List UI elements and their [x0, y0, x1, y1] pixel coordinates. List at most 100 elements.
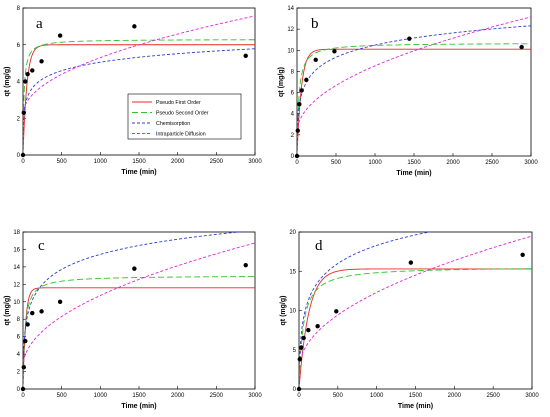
panel-letter: b	[311, 16, 319, 32]
series-line-elovich	[23, 232, 244, 389]
y-tick-label: 2	[291, 133, 295, 139]
chart-panel-a: 0 500 1000 1500 2000 2500 3000 0 2 4 6 8 Time (min) q…	[4, 6, 262, 176]
series-line-pso	[297, 43, 531, 156]
x-tick-label: 3000	[248, 159, 262, 165]
data-point	[297, 356, 302, 362]
y-tick-label: 0	[293, 387, 297, 393]
panel-letter: c	[38, 238, 45, 254]
y-tick-label: 15	[289, 269, 296, 275]
x-tick-label: 1500	[132, 393, 146, 399]
data-point	[299, 88, 304, 93]
data-point	[301, 335, 306, 341]
y-tick-label: 0	[17, 153, 21, 159]
x-tick-label: 1500	[132, 159, 146, 165]
data-point	[295, 128, 300, 133]
panel-letter: d	[315, 238, 323, 254]
x-tick-label: 500	[57, 159, 68, 165]
x-tick-label: 1000	[94, 159, 108, 165]
data-point	[294, 153, 300, 159]
series-line-elovich	[299, 232, 432, 389]
series-line-pfo	[23, 287, 255, 389]
x-tick-label: 2500	[486, 393, 500, 399]
y-tick-label: 2	[17, 116, 21, 122]
x-tick-label: 3000	[525, 393, 539, 399]
x-tick-label: 500	[57, 393, 68, 399]
data-point	[25, 322, 30, 327]
data-point	[306, 327, 311, 333]
series-line-pfo	[23, 44, 255, 155]
data-point	[132, 266, 137, 271]
x-tick-label: 500	[333, 393, 344, 399]
data-point	[304, 77, 309, 83]
data-point	[407, 36, 412, 41]
y-tick-label: 4	[17, 352, 21, 358]
y-tick-label: 5	[293, 348, 297, 354]
series-line-pso	[23, 39, 255, 155]
x-tick-label: 500	[331, 160, 342, 166]
plot-frame	[22, 231, 256, 390]
data-point	[20, 386, 26, 392]
x-tick-label: 2000	[446, 160, 460, 166]
y-tick-label: 0	[291, 154, 295, 160]
x-axis-label: Time (min)	[396, 170, 431, 177]
data-point	[21, 110, 26, 115]
data-point	[334, 309, 339, 314]
y-tick-label: 2	[17, 370, 21, 376]
y-tick-label: 6	[17, 43, 21, 49]
x-tick-label: 1500	[407, 160, 421, 166]
y-tick-label: 8	[17, 317, 21, 323]
data-point	[23, 79, 28, 84]
series-line-ipd	[23, 15, 255, 115]
x-tick-label: 1000	[368, 160, 382, 166]
y-tick-label: 8	[291, 69, 295, 75]
x-axis-label: Time (min)	[121, 169, 156, 176]
series-line-elovich	[297, 25, 531, 156]
series-line-elovich	[23, 48, 255, 155]
data-point	[296, 386, 302, 392]
y-tick-label: 4	[17, 80, 21, 86]
x-tick-label: 0	[295, 160, 299, 166]
y-tick-label: 10	[289, 309, 296, 315]
data-point	[313, 57, 318, 62]
y-tick-label: 8	[17, 6, 21, 12]
series-line-pso	[23, 276, 255, 389]
data-point	[57, 33, 63, 38]
y-tick-label: 12	[13, 282, 20, 288]
data-point	[520, 252, 525, 257]
x-tick-label: 1000	[370, 393, 384, 399]
y-tick-label: 10	[13, 300, 20, 306]
legend-entry-label: Chemisorption	[156, 121, 190, 127]
data-point	[408, 260, 414, 265]
x-tick-label: 2500	[210, 393, 224, 399]
data-point	[30, 310, 35, 316]
data-point	[243, 262, 248, 268]
data-point	[315, 324, 320, 329]
x-tick-label: 2000	[171, 159, 185, 165]
x-tick-label: 1500	[409, 393, 423, 399]
data-point	[39, 309, 44, 314]
chart-panel-b: 0 500 1000 1500 2000 2500 3000 0 2 4 6 8 10 12 14 Time …	[278, 6, 538, 177]
x-tick-label: 0	[21, 159, 25, 165]
data-point	[23, 338, 28, 344]
x-tick-label: 0	[21, 393, 25, 399]
data-point	[39, 59, 44, 64]
legend-entry-label: Pseudo First Order	[156, 100, 201, 106]
y-tick-label: 0	[17, 387, 21, 393]
data-point	[30, 68, 35, 73]
x-tick-label: 3000	[524, 160, 538, 166]
data-point	[132, 24, 137, 29]
data-point	[243, 53, 248, 58]
legend-entry-label: Pseudo Second Order	[156, 111, 209, 117]
y-tick-label: 14	[13, 265, 20, 271]
legend: Pseudo First Order Pseudo Second Order Che…	[127, 93, 242, 140]
data-point	[20, 152, 26, 158]
data-point	[25, 71, 30, 77]
y-axis-label: qt (mg/g)	[4, 296, 11, 326]
y-tick-label: 14	[287, 6, 294, 12]
y-axis-label: qt (mg/g)	[280, 296, 287, 326]
series-line-pso	[299, 268, 532, 389]
legend-entry-label: Intraparticle Diffusion	[156, 132, 206, 138]
chart-panel-c: 0 500 1000 1500 2000 2500 3000 0 2 4 6 8 10 12 14 16 18 T…	[4, 230, 262, 410]
data-point	[297, 102, 302, 107]
